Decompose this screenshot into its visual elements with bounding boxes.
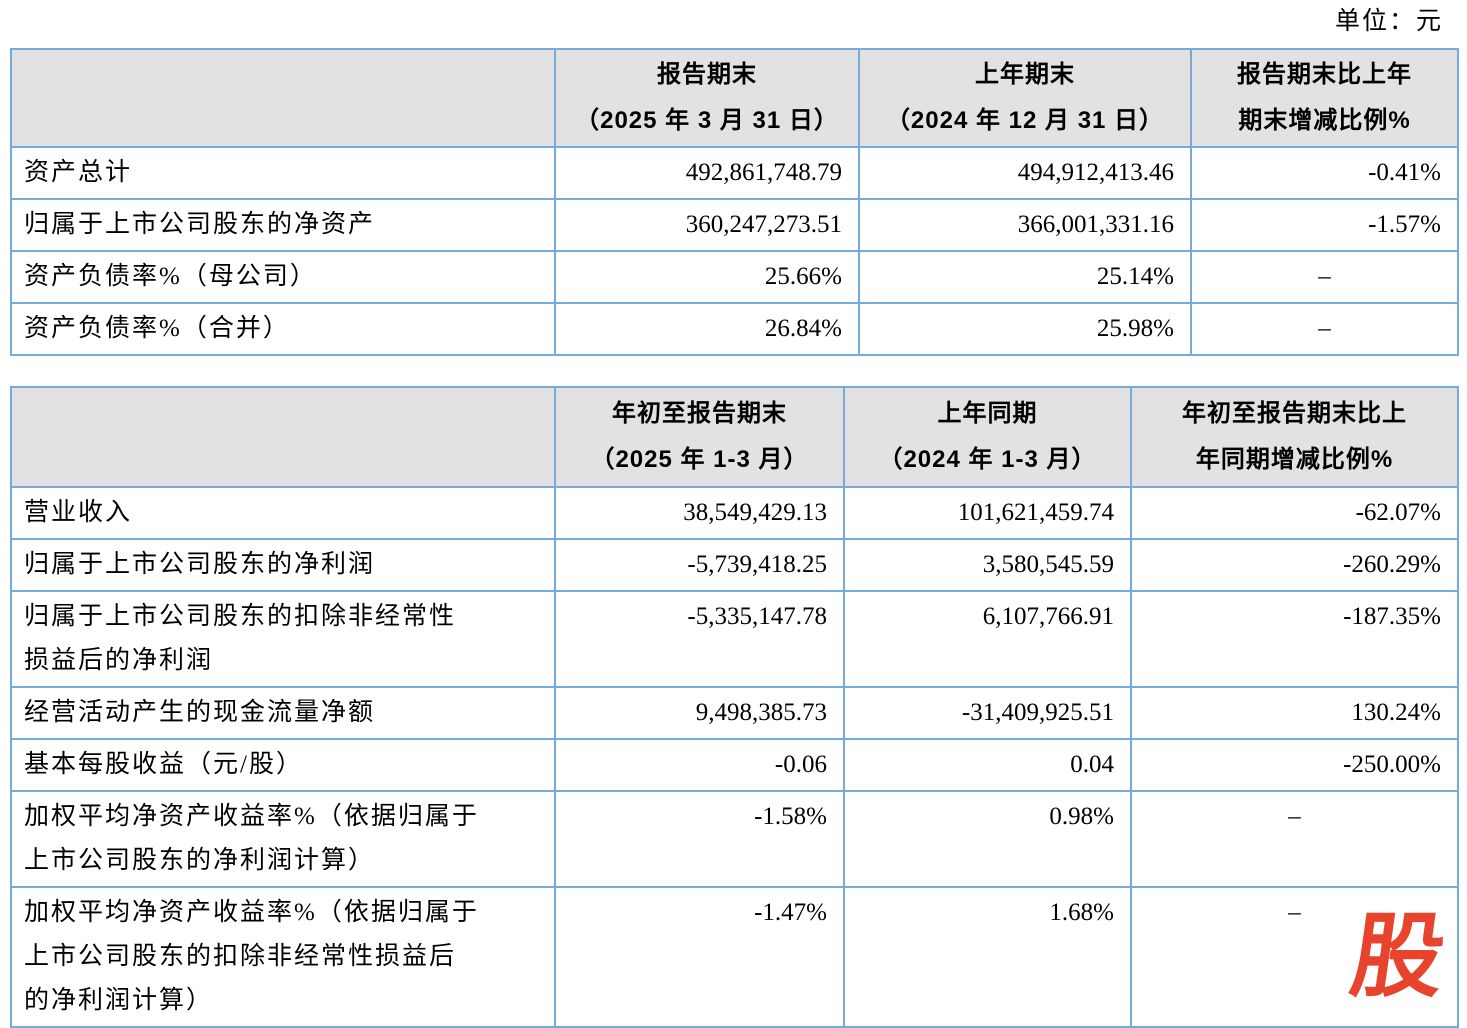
header-line: 报告期末 (657, 61, 757, 88)
header-line: （2025 年 3 月 31 日） (575, 107, 839, 134)
current-value-cell: -0.06 (554, 738, 845, 792)
change-value-cell: – (1130, 790, 1459, 888)
previous-value-cell: 25.14% (858, 250, 1192, 304)
header-line: 期末增减比例% (1238, 107, 1411, 134)
header-line: （2025 年 1-3 月） (590, 446, 809, 473)
table-row-operating-cash-flow: 经营活动产生的现金流量净额 9,498,385.73 -31,409,925.5… (10, 686, 1459, 740)
row-label-cell: 加权平均净资产收益率%（依据归属于 上市公司股东的净利润计算） (10, 790, 556, 888)
change-value-cell: -250.00% (1130, 738, 1459, 792)
header-line: 上年期末 (975, 61, 1075, 88)
previous-value-cell: 0.98% (843, 790, 1132, 888)
row-label-cell: 归属于上市公司股东的净利润 (10, 538, 556, 592)
change-value-cell: 130.24% (1130, 686, 1459, 740)
change-value-cell: – (1190, 250, 1459, 304)
header-line: 年初至报告期末比上 (1182, 400, 1407, 427)
change-value-cell: -0.41% (1190, 146, 1459, 200)
header-line: （2024 年 1-3 月） (878, 446, 1097, 473)
table-row-weighted-roe-excl-nonrecurring: 加权平均净资产收益率%（依据归属于 上市公司股东的扣除非经常性损益后 的净利润计… (10, 886, 1459, 1028)
previous-value-cell: -31,409,925.51 (843, 686, 1132, 740)
row-label-cell: 归属于上市公司股东的扣除非经常性 损益后的净利润 (10, 590, 556, 688)
current-value-cell: 26.84% (554, 302, 860, 356)
current-value-cell: 9,498,385.73 (554, 686, 845, 740)
table-row-debt-ratio-consolidated: 资产负债率%（合并） 26.84% 25.98% – (10, 302, 1459, 356)
table-row-total-assets: 资产总计 492,861,748.79 494,912,413.46 -0.41… (10, 146, 1459, 200)
table-row-basic-eps: 基本每股收益（元/股） -0.06 0.04 -250.00% (10, 738, 1459, 792)
previous-value-cell: 101,621,459.74 (843, 486, 1132, 540)
change-value-cell: -62.07% (1130, 486, 1459, 540)
row-label-cell: 资产总计 (10, 146, 556, 200)
header-line: （2024 年 12 月 31 日） (885, 107, 1165, 134)
change-value-cell: – (1190, 302, 1459, 356)
table-row-net-assets: 归属于上市公司股东的净资产 360,247,273.51 366,001,331… (10, 198, 1459, 252)
table-row-net-profit: 归属于上市公司股东的净利润 -5,739,418.25 3,580,545.59… (10, 538, 1459, 592)
current-value-cell: -5,335,147.78 (554, 590, 845, 688)
table1-corner-cell (10, 48, 556, 148)
change-value-cell: -187.35% (1130, 590, 1459, 688)
previous-value-cell: 366,001,331.16 (858, 198, 1192, 252)
change-value-cell: -1.57% (1190, 198, 1459, 252)
row-label-cell: 营业收入 (10, 486, 556, 540)
previous-value-cell: 0.04 (843, 738, 1132, 792)
current-value-cell: 360,247,273.51 (554, 198, 860, 252)
change-value-cell: – (1130, 886, 1459, 1028)
header-line: 年同期增减比例% (1195, 446, 1394, 473)
table2-header-change-ratio: 年初至报告期末比上 年同期增减比例% (1130, 386, 1459, 488)
stock-watermark-logo: 股 (1344, 906, 1452, 1008)
table2-header-prior-year-same-period: 上年同期 （2024 年 1-3 月） (843, 386, 1132, 488)
income-statement-table: 年初至报告期末 （2025 年 1-3 月） 上年同期 （2024 年 1-3 … (10, 386, 1459, 1028)
table1-header-row: 报告期末 （2025 年 3 月 31 日） 上年期末 （2024 年 12 月… (10, 48, 1459, 148)
table-row-weighted-roe: 加权平均净资产收益率%（依据归属于 上市公司股东的净利润计算） -1.58% 0… (10, 790, 1459, 888)
table-row-debt-ratio-parent: 资产负债率%（母公司） 25.66% 25.14% – (10, 250, 1459, 304)
row-label-cell: 经营活动产生的现金流量净额 (10, 686, 556, 740)
previous-value-cell: 1.68% (843, 886, 1132, 1028)
header-line: 上年同期 (937, 400, 1038, 427)
row-label-cell: 资产负债率%（合并） (10, 302, 556, 356)
row-label-cell: 加权平均净资产收益率%（依据归属于 上市公司股东的扣除非经常性损益后 的净利润计… (10, 886, 556, 1028)
row-label-cell: 基本每股收益（元/股） (10, 738, 556, 792)
table2-header-row: 年初至报告期末 （2025 年 1-3 月） 上年同期 （2024 年 1-3 … (10, 386, 1459, 488)
row-label-cell: 资产负债率%（母公司） (10, 250, 556, 304)
balance-sheet-table: 报告期末 （2025 年 3 月 31 日） 上年期末 （2024 年 12 月… (10, 48, 1459, 356)
table-row-net-profit-excl-nonrecurring: 归属于上市公司股东的扣除非经常性 损益后的净利润 -5,335,147.78 6… (10, 590, 1459, 688)
change-value-cell: -260.29% (1130, 538, 1459, 592)
previous-value-cell: 6,107,766.91 (843, 590, 1132, 688)
previous-value-cell: 3,580,545.59 (843, 538, 1132, 592)
unit-label: 单位：元 (1334, 8, 1443, 35)
current-value-cell: 25.66% (554, 250, 860, 304)
table2-corner-cell (10, 386, 556, 488)
previous-value-cell: 25.98% (858, 302, 1192, 356)
current-value-cell: -1.47% (554, 886, 845, 1028)
table2-header-ytd-period: 年初至报告期末 （2025 年 1-3 月） (554, 386, 845, 488)
table1-header-report-period-end: 报告期末 （2025 年 3 月 31 日） (554, 48, 860, 148)
table-row-operating-revenue: 营业收入 38,549,429.13 101,621,459.74 -62.07… (10, 486, 1459, 540)
row-label-cell: 归属于上市公司股东的净资产 (10, 198, 556, 252)
previous-value-cell: 494,912,413.46 (858, 146, 1192, 200)
current-value-cell: -5,739,418.25 (554, 538, 845, 592)
current-value-cell: 492,861,748.79 (554, 146, 860, 200)
header-line: 年初至报告期末 (612, 400, 787, 427)
table1-header-prior-year-end: 上年期末 （2024 年 12 月 31 日） (858, 48, 1192, 148)
current-value-cell: 38,549,429.13 (554, 486, 845, 540)
current-value-cell: -1.58% (554, 790, 845, 888)
header-line: 报告期末比上年 (1237, 61, 1412, 88)
table1-header-change-ratio: 报告期末比上年 期末增减比例% (1190, 48, 1459, 148)
